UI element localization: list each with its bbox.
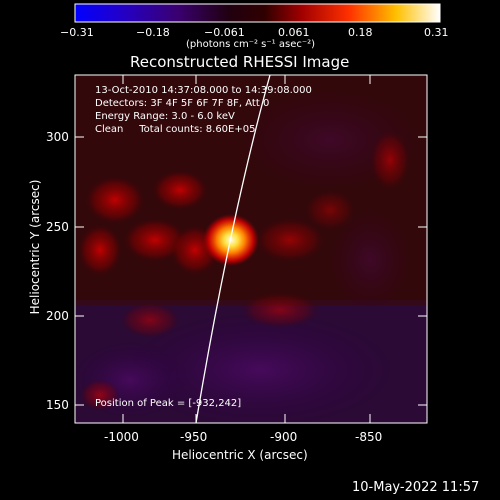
colorbar-tick: 0.061 bbox=[278, 26, 310, 39]
x-tick-label: -950 bbox=[180, 430, 208, 444]
y-tick-label: 200 bbox=[46, 309, 69, 323]
x-tick-label: -850 bbox=[355, 430, 383, 444]
x-axis-label: Heliocentric X (arcsec) bbox=[172, 448, 308, 462]
y-tick-label: 250 bbox=[46, 220, 69, 234]
image-title: Reconstructed RHESSI Image bbox=[130, 53, 350, 71]
colorbar bbox=[74, 3, 441, 23]
y-axis-label: Heliocentric Y (arcsec) bbox=[28, 179, 42, 315]
detectors: Detectors: 3F 4F 5F 6F 7F 8F, Att 0 bbox=[95, 98, 270, 109]
colorbar-unit-label: (photons cm⁻² s⁻¹ asec⁻²) bbox=[186, 39, 316, 50]
y-tick-label: 150 bbox=[46, 398, 69, 412]
footer-date: 10-May-2022 11:57 bbox=[352, 480, 480, 495]
x-tick-label: -1000 bbox=[104, 430, 139, 444]
colorbar-tick: 0.18 bbox=[348, 26, 373, 39]
method-counts: Clean Total counts: 8.60E+05 bbox=[95, 124, 256, 135]
colorbar-tick: −0.18 bbox=[136, 26, 170, 39]
colorbar-tick: 0.31 bbox=[424, 26, 449, 39]
time-range: 13-Oct-2010 14:37:08.000 to 14:39:08.000 bbox=[95, 85, 312, 96]
colorbar-tick: −0.061 bbox=[204, 26, 245, 39]
solar-limb bbox=[195, 75, 271, 423]
x-tick-label: -900 bbox=[270, 430, 298, 444]
y-tick-label: 300 bbox=[46, 130, 69, 144]
colorbar-tick: −0.31 bbox=[60, 26, 94, 39]
energy-range: Energy Range: 3.0 - 6.0 keV bbox=[95, 111, 235, 122]
image-plot bbox=[75, 75, 427, 423]
peak-source bbox=[203, 214, 259, 266]
peak-position: Position of Peak = [-932,242] bbox=[95, 398, 242, 409]
